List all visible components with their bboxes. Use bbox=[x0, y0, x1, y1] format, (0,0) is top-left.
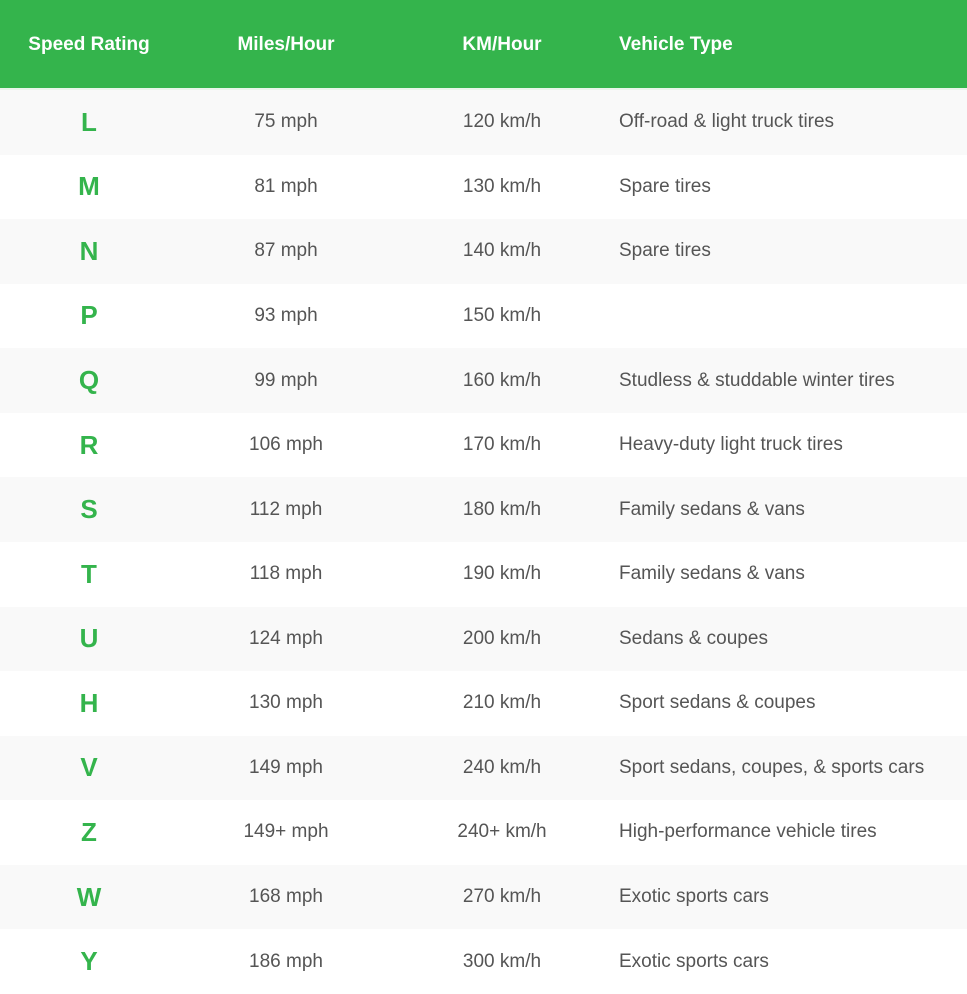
header-km-hour: KM/Hour bbox=[462, 34, 542, 55]
vehicle-type-cell: Exotic sports cars bbox=[619, 886, 769, 908]
speed-rating-cell: N bbox=[79, 235, 99, 266]
mph-cell: 81 mph bbox=[254, 175, 318, 197]
table-row: N 87 mph 140 km/h Spare tires bbox=[0, 219, 967, 284]
mph-cell: 149+ mph bbox=[243, 821, 329, 843]
vehicle-type-cell: Sport sedans & coupes bbox=[619, 692, 816, 714]
kmh-cell: 120 km/h bbox=[462, 111, 542, 133]
kmh-cell: 240 km/h bbox=[462, 756, 542, 778]
speed-rating-cell: Q bbox=[78, 365, 100, 396]
table-row: Z 149+ mph 240+ km/h High-performance vehic… bbox=[0, 800, 967, 865]
speed-rating-cell: P bbox=[80, 300, 98, 331]
vehicle-type-cell: Exotic sports cars bbox=[619, 950, 769, 972]
mph-cell: 186 mph bbox=[249, 950, 323, 972]
speed-rating-cell: U bbox=[79, 623, 99, 654]
kmh-cell: 150 km/h bbox=[462, 304, 542, 326]
vehicle-type-cell bbox=[619, 284, 967, 349]
kmh-cell: 160 km/h bbox=[462, 369, 542, 391]
vehicle-type-cell: Spare tires bbox=[619, 240, 711, 262]
mph-cell: 124 mph bbox=[249, 627, 323, 649]
kmh-cell: 190 km/h bbox=[462, 563, 542, 585]
kmh-cell: 170 km/h bbox=[462, 434, 542, 456]
speed-rating-cell: S bbox=[80, 494, 98, 525]
kmh-cell: 270 km/h bbox=[462, 886, 542, 908]
table-row: V 149 mph 240 km/h Sport sedans, coupes, & … bbox=[0, 735, 967, 801]
table-row: Q 99 mph 160 km/h Studless & studdable wint… bbox=[0, 348, 967, 413]
mph-cell: 99 mph bbox=[254, 369, 318, 391]
speed-rating-cell: T bbox=[81, 558, 97, 589]
table-row: U 124 mph 200 km/h Sedans & coupes bbox=[0, 606, 967, 672]
speed-rating-cell: R bbox=[79, 429, 99, 460]
header-speed-rating: Speed Rating bbox=[28, 34, 150, 55]
table-body: L 75 mph 120 km/h Off-road & light truck ti… bbox=[0, 90, 967, 994]
vehicle-type-cell: Studless & studdable winter tires bbox=[619, 369, 895, 391]
mph-cell: 75 mph bbox=[254, 111, 318, 133]
speed-rating-cell: Y bbox=[80, 946, 98, 977]
mph-cell: 87 mph bbox=[254, 240, 318, 262]
vehicle-type-cell: High-performance vehicle tires bbox=[619, 821, 877, 843]
mph-cell: 112 mph bbox=[249, 498, 323, 520]
kmh-cell: 130 km/h bbox=[462, 175, 542, 197]
mph-cell: 106 mph bbox=[249, 434, 323, 456]
vehicle-type-cell: Heavy-duty light truck tires bbox=[619, 434, 843, 456]
table-row: Y 186 mph 300 km/h Exotic sports cars bbox=[0, 929, 967, 994]
table-row: S 112 mph 180 km/h Family sedans & vans bbox=[0, 477, 967, 542]
vehicle-type-cell: Spare tires bbox=[619, 175, 711, 197]
table-row: H 130 mph 210 km/h Sport sedans & coupes bbox=[0, 671, 967, 736]
mph-cell: 93 mph bbox=[254, 304, 318, 326]
table-row: T 118 mph 190 km/h Family sedans & vans bbox=[0, 541, 967, 607]
speed-rating-cell: Z bbox=[81, 816, 97, 847]
vehicle-type-cell: Sedans & coupes bbox=[619, 627, 768, 649]
speed-rating-cell: L bbox=[81, 106, 97, 137]
mph-cell: 168 mph bbox=[249, 886, 323, 908]
speed-rating-cell: M bbox=[78, 171, 100, 202]
kmh-cell: 210 km/h bbox=[462, 692, 542, 714]
speed-rating-cell: V bbox=[80, 752, 98, 783]
table-row: W 168 mph 270 km/h Exotic sports cars bbox=[0, 864, 967, 930]
table-header: Speed Rating Miles/Hour KM/Hour Vehicle … bbox=[0, 0, 967, 90]
vehicle-type-cell: Sport sedans, coupes, & sports cars bbox=[619, 756, 925, 778]
speed-rating-cell: W bbox=[76, 881, 102, 912]
header-miles-hour: Miles/Hour bbox=[237, 34, 335, 55]
kmh-cell: 140 km/h bbox=[462, 240, 542, 262]
table-row: P 93 mph 150 km/h bbox=[0, 283, 967, 349]
vehicle-type-cell: Family sedans & vans bbox=[619, 563, 805, 585]
speed-rating-cell: H bbox=[79, 687, 99, 718]
kmh-cell: 200 km/h bbox=[462, 627, 542, 649]
kmh-cell: 300 km/h bbox=[462, 950, 542, 972]
vehicle-type-cell: Family sedans & vans bbox=[619, 498, 805, 520]
table-row: L 75 mph 120 km/h Off-road & light truck ti… bbox=[0, 90, 967, 155]
mph-cell: 149 mph bbox=[249, 756, 323, 778]
mph-cell: 130 mph bbox=[249, 692, 323, 714]
table-row: R 106 mph 170 km/h Heavy-duty light truck t… bbox=[0, 412, 967, 478]
vehicle-type-cell: Off-road & light truck tires bbox=[619, 111, 835, 133]
kmh-cell: 180 km/h bbox=[462, 498, 542, 520]
header-vehicle-type: Vehicle Type bbox=[619, 34, 733, 55]
mph-cell: 118 mph bbox=[249, 563, 323, 585]
kmh-cell: 240+ km/h bbox=[457, 821, 547, 843]
table-row: M 81 mph 130 km/h Spare tires bbox=[0, 154, 967, 220]
